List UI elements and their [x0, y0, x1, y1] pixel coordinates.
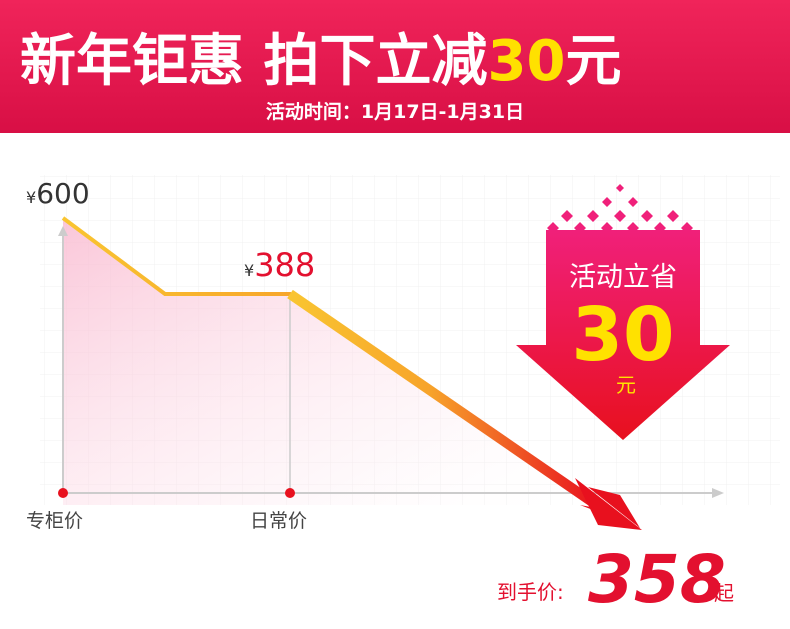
price-drop: [287, 289, 601, 511]
badge-unit: 元: [616, 373, 636, 397]
title-unit: 元: [565, 29, 621, 94]
axis-label: 日常价: [250, 510, 307, 532]
drop-arrowhead-2: [575, 478, 642, 530]
point-dot: [58, 488, 68, 498]
point-dot: [285, 488, 295, 498]
x-arrow: [712, 488, 724, 498]
header-band: [0, 0, 790, 133]
price-label: ¥600: [26, 177, 90, 210]
badge-text: 活动立省: [569, 262, 677, 293]
price-area: [63, 218, 600, 505]
badge-arrow: [516, 230, 730, 440]
axis-label: 专柜价: [26, 510, 83, 532]
price-amount: 600: [36, 177, 89, 210]
final-amount: 358: [588, 541, 726, 618]
title-amount: 30: [488, 29, 566, 94]
header-title: 新年钜惠 拍下立减30元: [20, 29, 621, 94]
price-amount: 388: [254, 246, 315, 284]
currency: ¥: [244, 261, 254, 280]
y-arrow: [58, 226, 68, 236]
final-label: 到手价:: [497, 580, 564, 604]
header-subtitle: 活动时间：1月17日-1月31日: [266, 100, 524, 123]
title-text: 新年钜惠 拍下立减: [20, 29, 488, 94]
currency: ¥: [26, 188, 36, 207]
price-label: ¥388: [244, 246, 315, 284]
final-suffix: 起: [714, 581, 734, 605]
badge-amount: 30: [572, 292, 675, 378]
